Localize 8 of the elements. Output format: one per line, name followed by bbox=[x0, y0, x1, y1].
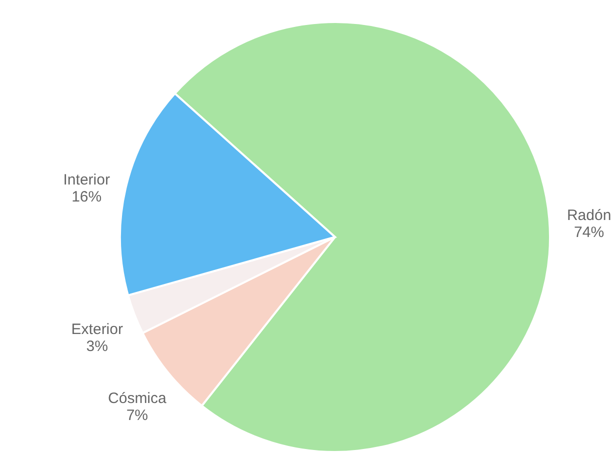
data-label: 74% bbox=[574, 224, 604, 242]
data-label: 16% bbox=[72, 188, 102, 206]
slice-label: Exterior bbox=[71, 320, 123, 338]
slice-label: Interior bbox=[63, 171, 110, 188]
data-label: 3% bbox=[86, 338, 108, 355]
slice-label: Cósmica bbox=[108, 390, 168, 407]
slice-label: Radón bbox=[566, 207, 612, 224]
data-label: 7% bbox=[126, 406, 148, 424]
